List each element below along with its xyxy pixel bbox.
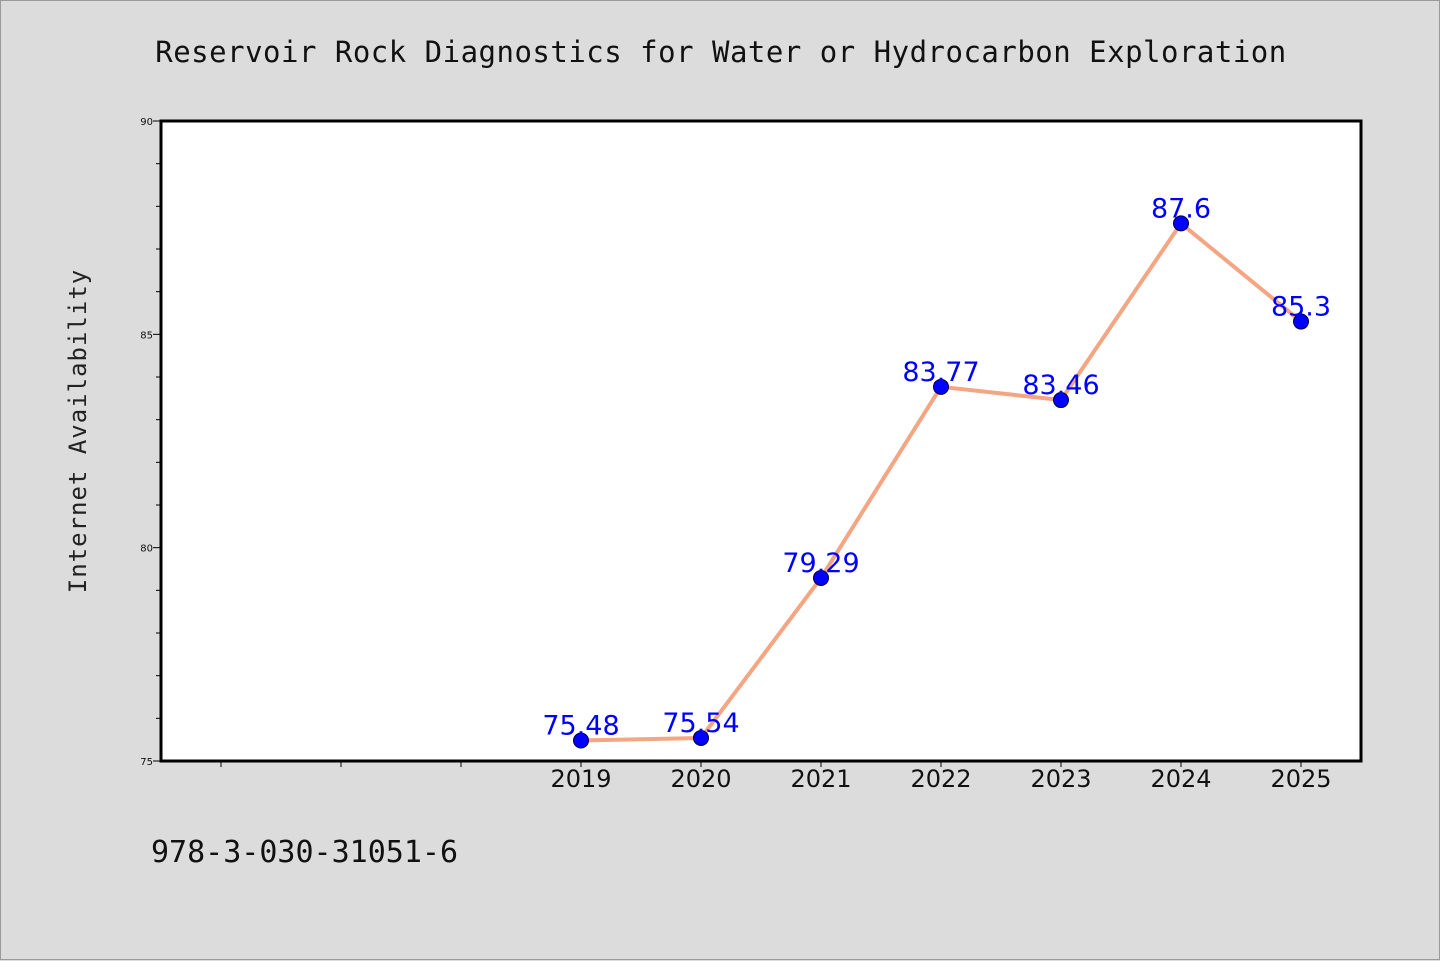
- data-label: 85.3: [1271, 292, 1331, 323]
- x-tick-label: 2020: [670, 765, 731, 793]
- footer-id-text: 978-3-030-31051-6: [151, 835, 459, 870]
- y-tick-label: 75: [140, 757, 153, 768]
- data-point-marker: [693, 729, 709, 746]
- data-point-marker: [1173, 215, 1189, 232]
- plot-area-group: 75 80 85 90 2019 2020 2021 2022 2023 2024 2025 75.4…: [140, 117, 1363, 793]
- y-tick-label: 90: [140, 117, 153, 128]
- data-label: 87.6: [1151, 193, 1211, 224]
- data-point-marker: [1053, 392, 1069, 409]
- plot-frame: [159, 119, 1363, 763]
- y-axis-label-group: Internet Availability: [64, 269, 92, 593]
- x-tick-label: 2019: [550, 765, 611, 793]
- data-point-marker: [813, 569, 829, 586]
- x-tick-label: 2024: [1150, 765, 1211, 793]
- y-axis-label: Internet Availability: [64, 269, 92, 593]
- data-label: 83.46: [1022, 370, 1099, 401]
- plot-area: [161, 121, 1361, 761]
- data-label: 79.29: [782, 548, 859, 579]
- y-tick-label: 85: [140, 330, 153, 341]
- data-point-marker: [933, 378, 949, 395]
- data-point-marker: [573, 732, 589, 749]
- x-tick-label: 2025: [1270, 765, 1331, 793]
- chart-title: Reservoir Rock Diagnostics for Water or …: [155, 35, 1287, 69]
- x-tick-label: 2023: [1030, 765, 1091, 793]
- data-label: 75.54: [662, 708, 739, 739]
- x-tick-label: 2021: [790, 765, 851, 793]
- data-label: 83.77: [902, 357, 979, 388]
- data-point-marker: [1293, 313, 1309, 330]
- data-label: 75.48: [542, 711, 619, 742]
- x-tick-label: 2022: [910, 765, 971, 793]
- y-tick-label: 80: [140, 544, 153, 555]
